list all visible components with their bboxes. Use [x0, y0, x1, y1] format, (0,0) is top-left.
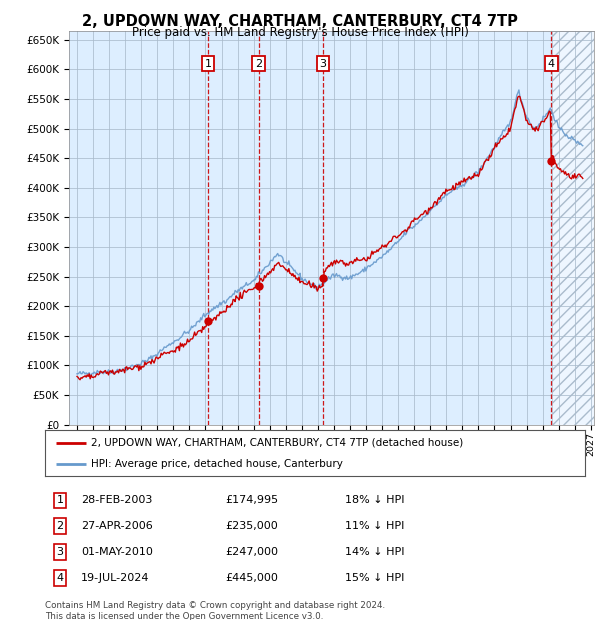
Text: 2: 2: [56, 521, 64, 531]
Text: 3: 3: [56, 547, 64, 557]
Text: HPI: Average price, detached house, Canterbury: HPI: Average price, detached house, Cant…: [91, 459, 343, 469]
Bar: [552, 31, 599, 425]
Text: 28-FEB-2003: 28-FEB-2003: [81, 495, 152, 505]
Text: 2, UPDOWN WAY, CHARTHAM, CANTERBURY, CT4 7TP (detached house): 2, UPDOWN WAY, CHARTHAM, CANTERBURY, CT4…: [91, 438, 463, 448]
Text: 15% ↓ HPI: 15% ↓ HPI: [345, 573, 404, 583]
Text: 1: 1: [205, 58, 211, 69]
Text: 14% ↓ HPI: 14% ↓ HPI: [345, 547, 404, 557]
Text: 4: 4: [56, 573, 64, 583]
Text: 2: 2: [255, 58, 262, 69]
Text: Contains HM Land Registry data © Crown copyright and database right 2024.: Contains HM Land Registry data © Crown c…: [45, 601, 385, 611]
Text: This data is licensed under the Open Government Licence v3.0.: This data is licensed under the Open Gov…: [45, 612, 323, 620]
Text: £445,000: £445,000: [225, 573, 278, 583]
Bar: [552, 31, 599, 425]
Text: 27-APR-2006: 27-APR-2006: [81, 521, 153, 531]
Text: 2, UPDOWN WAY, CHARTHAM, CANTERBURY, CT4 7TP: 2, UPDOWN WAY, CHARTHAM, CANTERBURY, CT4…: [82, 14, 518, 29]
Text: 1: 1: [56, 495, 64, 505]
Text: 01-MAY-2010: 01-MAY-2010: [81, 547, 153, 557]
Text: 3: 3: [320, 58, 326, 69]
Text: £247,000: £247,000: [225, 547, 278, 557]
Text: 4: 4: [548, 58, 555, 69]
Text: Price paid vs. HM Land Registry's House Price Index (HPI): Price paid vs. HM Land Registry's House …: [131, 26, 469, 39]
Text: £235,000: £235,000: [225, 521, 278, 531]
Text: £174,995: £174,995: [225, 495, 278, 505]
Text: 18% ↓ HPI: 18% ↓ HPI: [345, 495, 404, 505]
Text: 11% ↓ HPI: 11% ↓ HPI: [345, 521, 404, 531]
Text: 19-JUL-2024: 19-JUL-2024: [81, 573, 149, 583]
